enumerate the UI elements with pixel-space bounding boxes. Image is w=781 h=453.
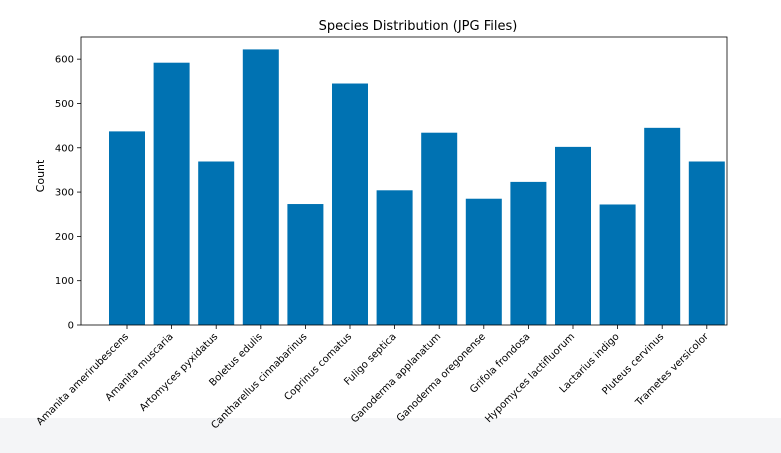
bar-8 — [421, 132, 458, 325]
bar-1 — [109, 131, 145, 325]
y-tick-label: 200 — [55, 232, 74, 243]
bar-10 — [510, 181, 547, 325]
bar-9 — [465, 198, 502, 325]
x-tick-label: Ganoderma oregonense — [395, 331, 488, 424]
bar-3 — [198, 161, 235, 325]
y-axis-label: Count — [34, 159, 47, 192]
x-tick-label: Amanita amerirubescens — [35, 331, 131, 427]
plot-area: 0 100 200 300 400 500 600 Amanita amerirubescen… — [35, 36, 728, 431]
y-tick-label: 100 — [55, 276, 74, 287]
x-tick-label: Ganoderma applanatum — [349, 331, 443, 425]
x-tick-label: Cantharellus cinnabarinus — [209, 331, 309, 431]
y-tick-label: 600 — [55, 55, 74, 66]
bar-12 — [599, 204, 636, 325]
bar-5 — [287, 204, 324, 325]
x-tick-label: Trametes versicolor — [633, 331, 711, 409]
bar-2 — [153, 62, 190, 325]
bar-6 — [332, 83, 368, 326]
x-tick-label: Hypomyces lactifluorum — [483, 331, 577, 425]
chart-title: Species Distribution (JPG Files) — [319, 19, 518, 34]
bar-14 — [688, 161, 725, 325]
bottom-background-band — [0, 418, 781, 453]
y-tick-label: 300 — [55, 188, 74, 199]
y-tick-label: 0 — [68, 321, 74, 332]
x-tick-label: Artomyces pyxidatus — [138, 331, 220, 413]
y-tick-label: 400 — [55, 143, 74, 154]
bar-7 — [376, 190, 413, 325]
bar-4 — [242, 49, 279, 325]
plot-frame — [80, 36, 728, 326]
bar-11 — [555, 146, 591, 325]
y-tick-label: 500 — [55, 99, 74, 110]
bar-13 — [644, 127, 681, 325]
